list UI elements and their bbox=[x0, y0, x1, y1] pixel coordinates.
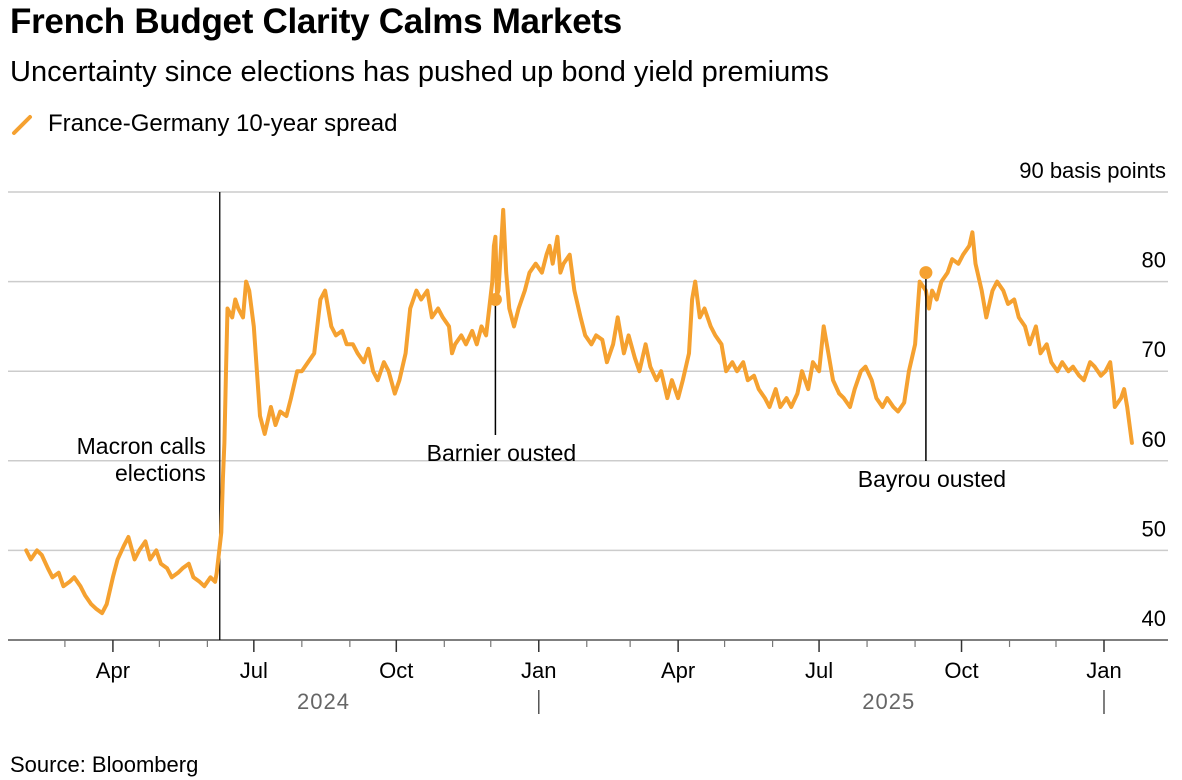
x-tick-label: Apr bbox=[661, 658, 695, 683]
legend-line-icon bbox=[12, 115, 32, 135]
legend-label: France-Germany 10-year spread bbox=[48, 110, 398, 137]
annotation-label-line: elections bbox=[115, 460, 206, 486]
x-tick-label: Oct bbox=[944, 658, 978, 683]
x-tick-label: Jan bbox=[521, 658, 556, 683]
annotation-label: Barnier ousted bbox=[427, 440, 577, 466]
x-tick-label: Apr bbox=[96, 658, 130, 683]
series-line bbox=[24, 207, 1134, 616]
chart-title: French Budget Clarity Calms Markets bbox=[10, 2, 622, 41]
x-tick-label: Jan bbox=[1086, 658, 1121, 683]
annotation-marker bbox=[919, 266, 933, 280]
annotation-marker bbox=[488, 293, 502, 307]
annotation-label: Macron calls elections bbox=[77, 433, 206, 486]
y-tick-label: 50 bbox=[1142, 516, 1166, 541]
y-tick-label: 40 bbox=[1142, 606, 1166, 631]
chart-subtitle: Uncertainty since elections has pushed u… bbox=[10, 56, 829, 88]
y-tick-label: 60 bbox=[1142, 427, 1166, 452]
y-tick-label: 80 bbox=[1142, 248, 1166, 273]
year-label: 2025 bbox=[862, 689, 915, 714]
y-tick-label: 90 basis points bbox=[1019, 158, 1166, 183]
legend: France-Germany 10-year spread bbox=[10, 110, 397, 138]
y-tick-label: 70 bbox=[1142, 337, 1166, 362]
source-note: Source: Bloomberg bbox=[10, 752, 199, 777]
x-tick-label: Jul bbox=[240, 658, 268, 683]
x-tick-label: Jul bbox=[805, 658, 833, 683]
annotation-label-line: Macron calls bbox=[77, 433, 206, 459]
annotation-label: Bayrou ousted bbox=[858, 466, 1006, 492]
x-tick-label: Oct bbox=[379, 658, 413, 683]
year-label: 2024 bbox=[297, 689, 350, 714]
